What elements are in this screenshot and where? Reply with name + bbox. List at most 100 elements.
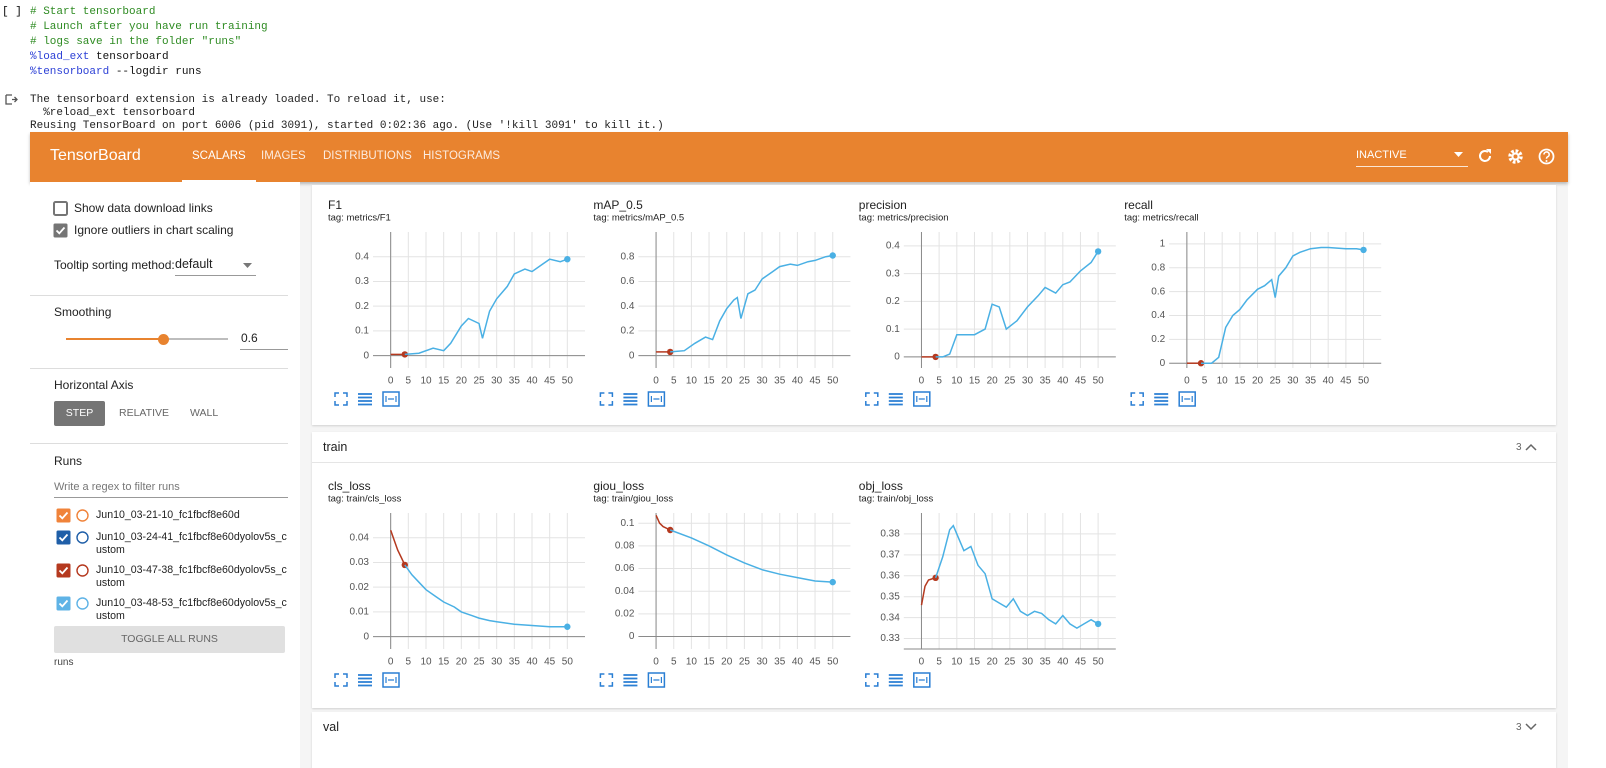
- run-color[interactable]: [75, 563, 90, 578]
- run-checkbox[interactable]: [56, 530, 71, 545]
- run-color[interactable]: [75, 508, 90, 523]
- data-button[interactable]: [1154, 393, 1169, 406]
- x-tick-label: 35: [1040, 376, 1052, 387]
- y-tick-label: 0.35: [880, 591, 900, 602]
- cell-prompt[interactable]: [ ]: [2, 6, 22, 18]
- section-toggle[interactable]: [1525, 442, 1537, 452]
- run-color[interactable]: [75, 596, 90, 611]
- option-checkbox[interactable]: [53, 223, 68, 238]
- data-button[interactable]: [623, 393, 638, 406]
- x-tick-label: 15: [704, 657, 716, 668]
- fit-button[interactable]: [647, 391, 666, 407]
- x-tick-label: 5: [1202, 376, 1208, 387]
- y-tick-label: 0.2: [886, 296, 900, 307]
- option-checkbox[interactable]: [53, 201, 68, 216]
- code-token: tensorboard: [89, 51, 169, 63]
- chart-tag: tag: metrics/F1: [328, 213, 391, 224]
- toggle-button[interactable]: TOGGLE ALL RUNS: [54, 626, 285, 653]
- tab[interactable]: SCALARS: [192, 150, 246, 162]
- fullscreen-button[interactable]: [599, 392, 614, 406]
- run-name[interactable]: Jun10_03-21-10_fc1fbcf8e60d: [96, 509, 240, 521]
- axis-button[interactable]: RELATIVE: [119, 407, 169, 419]
- fit-button[interactable]: [913, 672, 931, 688]
- x-tick-label: 45: [544, 376, 556, 387]
- data-button[interactable]: [623, 674, 638, 687]
- series-endpoint: [564, 623, 571, 630]
- data-button[interactable]: [358, 393, 372, 406]
- y-tick-label: 0.36: [880, 570, 900, 581]
- series-line: [389, 530, 406, 566]
- fullscreen-button[interactable]: [334, 673, 348, 687]
- axis-button[interactable]: STEP: [65, 407, 94, 419]
- y-tick-label: 0.1: [355, 326, 369, 337]
- option-label[interactable]: Ignore outliers in chart scaling: [74, 223, 234, 237]
- chart-title: mAP_0.5: [593, 198, 643, 212]
- code-token: # Start tensorboard: [30, 6, 156, 18]
- x-tick-label: 30: [757, 657, 769, 668]
- brand[interactable]: TensorBoard: [50, 147, 141, 164]
- status-select[interactable]: INACTIVE: [1356, 149, 1407, 161]
- fit-button[interactable]: [647, 672, 666, 688]
- run-checkbox[interactable]: [56, 563, 71, 578]
- fullscreen-button[interactable]: [865, 392, 879, 406]
- x-tick-label: 5: [936, 657, 942, 668]
- fit-button[interactable]: [382, 391, 400, 407]
- chart-title: recall: [1124, 198, 1153, 212]
- tab[interactable]: IMAGES: [261, 150, 306, 162]
- help-button[interactable]: [1538, 148, 1555, 165]
- data-button[interactable]: [888, 674, 903, 687]
- run-name[interactable]: Jun10_03-47-38_fc1fbcf8e60dyolov5s_custo…: [96, 564, 287, 589]
- x-tick-label: 35: [774, 657, 786, 668]
- x-tick-label: 35: [509, 376, 521, 387]
- x-tick-label: 15: [969, 657, 981, 668]
- x-tick-label: 50: [1358, 376, 1370, 387]
- sidebar: [30, 182, 300, 768]
- smoothing-input[interactable]: 0.6: [241, 331, 258, 345]
- series-endpoint: [667, 348, 674, 356]
- reload-button[interactable]: [1477, 148, 1493, 164]
- smoothing-label: Smoothing: [54, 305, 112, 319]
- status-arrow[interactable]: [1454, 152, 1463, 158]
- data-button[interactable]: [888, 393, 903, 406]
- run-checkbox[interactable]: [56, 596, 71, 611]
- slider-thumb[interactable]: [157, 333, 169, 345]
- run-checkbox[interactable]: [56, 508, 71, 523]
- fit-button[interactable]: [913, 391, 931, 407]
- run-color[interactable]: [75, 530, 90, 545]
- axis-button[interactable]: WALL: [190, 407, 219, 419]
- settings-button[interactable]: [1507, 148, 1524, 165]
- series-endpoint: [829, 578, 836, 586]
- tooltip-select[interactable]: default: [175, 257, 213, 271]
- fit-button[interactable]: [1178, 391, 1196, 407]
- section-toggle[interactable]: [1525, 722, 1537, 732]
- fit-button[interactable]: [382, 672, 400, 688]
- data-button[interactable]: [358, 674, 372, 687]
- section-name[interactable]: train: [323, 440, 348, 454]
- option-label[interactable]: Show data download links: [74, 201, 213, 215]
- x-tick-label: 15: [1234, 376, 1246, 387]
- fullscreen-button[interactable]: [1130, 392, 1144, 406]
- fullscreen-button[interactable]: [599, 673, 614, 687]
- tab[interactable]: HISTOGRAMS: [423, 150, 501, 162]
- y-tick-label: 0.08: [615, 541, 635, 552]
- series-line: [1201, 246, 1364, 364]
- tab[interactable]: DISTRIBUTIONS: [323, 150, 412, 162]
- fullscreen-button[interactable]: [334, 392, 348, 406]
- run-name[interactable]: Jun10_03-24-41_fc1fbcf8e60dyolov5s_custo…: [96, 531, 287, 556]
- y-tick-label: 0.6: [1151, 286, 1165, 297]
- y-tick-label: 0.8: [620, 251, 634, 262]
- x-tick-label: 10: [686, 376, 698, 387]
- run-name[interactable]: Jun10_03-48-53_fc1fbcf8e60dyolov5s_custo…: [96, 597, 287, 622]
- x-tick-label: 5: [406, 376, 412, 387]
- y-tick-label: 0: [629, 631, 635, 642]
- fullscreen-button[interactable]: [865, 673, 879, 687]
- series-line: [404, 258, 568, 356]
- chart-tag: tag: metrics/precision: [859, 213, 949, 224]
- runs-filter[interactable]: Write a regex to filter runs: [54, 481, 180, 493]
- section-name[interactable]: val: [323, 720, 339, 734]
- section-divider: [312, 462, 1556, 463]
- output-line: Reusing TensorBoard on port 6006 (pid 30…: [30, 120, 664, 132]
- y-tick-label: 0.1: [620, 518, 634, 529]
- x-tick-label: 25: [739, 376, 751, 387]
- select-arrow[interactable]: [243, 263, 252, 269]
